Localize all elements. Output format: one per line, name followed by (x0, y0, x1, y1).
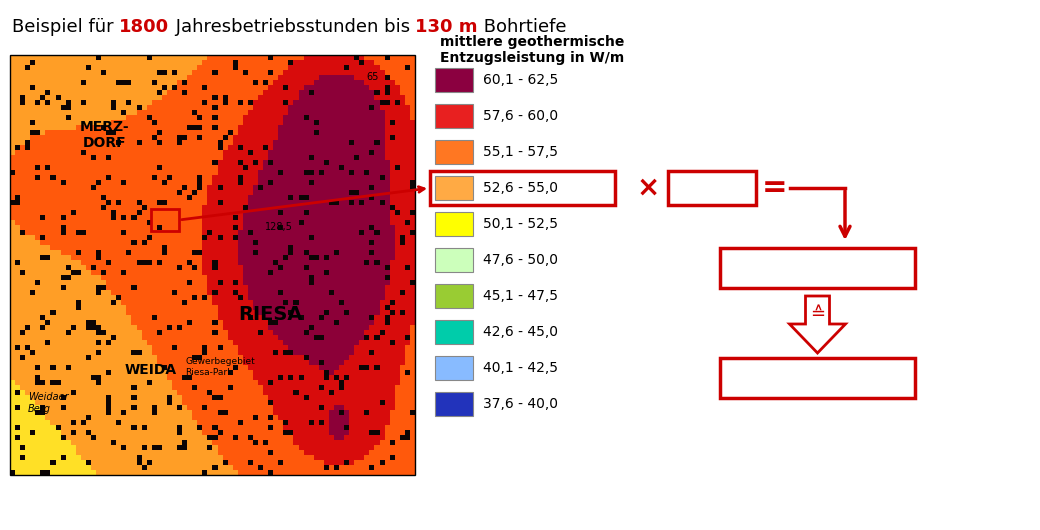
Text: 6,8 – 7,1 kW: 6,8 – 7,1 kW (765, 369, 869, 387)
Bar (435, 68, 473, 92)
Bar (435, 392, 473, 416)
Bar (435, 248, 473, 272)
Bar (435, 284, 473, 308)
Text: 130 m: 130 m (685, 179, 738, 197)
Bar (435, 212, 473, 236)
Text: 6838 bis 7150 W: 6838 bis 7150 W (748, 259, 888, 277)
Text: =: = (762, 173, 788, 202)
Bar (435, 104, 473, 128)
Text: ×: × (636, 174, 659, 202)
Text: 45,1 - 47,5: 45,1 - 47,5 (483, 289, 558, 303)
Text: 65: 65 (367, 72, 380, 82)
Text: 130 m: 130 m (415, 18, 477, 36)
Text: 47,6 - 50,0: 47,6 - 50,0 (483, 253, 558, 267)
Text: 1800: 1800 (120, 18, 170, 36)
Bar (435, 320, 473, 344)
Text: WEIDA: WEIDA (125, 363, 177, 377)
Text: 55,1 - 57,5: 55,1 - 57,5 (483, 145, 558, 159)
Bar (720, 358, 915, 398)
Bar (435, 140, 473, 164)
Bar (151, 209, 179, 231)
Text: Gewerbegebiet
Riesa-Park: Gewerbegebiet Riesa-Park (185, 357, 255, 377)
Text: mittlere geothermische
Entzugsleistung in W/m: mittlere geothermische Entzugsleistung i… (440, 35, 624, 65)
Bar (435, 176, 473, 200)
Bar (430, 171, 615, 205)
Text: MERZ-
DORF: MERZ- DORF (80, 120, 130, 150)
Text: RIESA: RIESA (238, 305, 303, 324)
Bar (435, 356, 473, 380)
Text: 50,1 - 52,5: 50,1 - 52,5 (483, 217, 558, 231)
Text: 40,1 - 42,5: 40,1 - 42,5 (483, 361, 558, 375)
Text: 42,6 - 45,0: 42,6 - 45,0 (483, 325, 558, 339)
Text: 57,6 - 60,0: 57,6 - 60,0 (483, 109, 558, 123)
Bar (668, 171, 756, 205)
Bar (720, 248, 915, 288)
Text: Beispiel für: Beispiel für (12, 18, 120, 36)
Text: 60,1 - 62,5: 60,1 - 62,5 (483, 73, 558, 87)
Text: Jahresbetriebsstunden bis: Jahresbetriebsstunden bis (170, 18, 415, 36)
Text: ≙: ≙ (810, 305, 825, 323)
Text: 37,6 - 40,0: 37,6 - 40,0 (483, 397, 558, 411)
Text: Bohrtiefe: Bohrtiefe (477, 18, 567, 36)
Polygon shape (789, 296, 846, 353)
Text: Weidaer
Berg: Weidaer Berg (28, 392, 69, 414)
Bar (10, 55, 415, 475)
Text: 128,5: 128,5 (265, 222, 293, 232)
Text: 52,6 - 55,0: 52,6 - 55,0 (483, 181, 558, 195)
